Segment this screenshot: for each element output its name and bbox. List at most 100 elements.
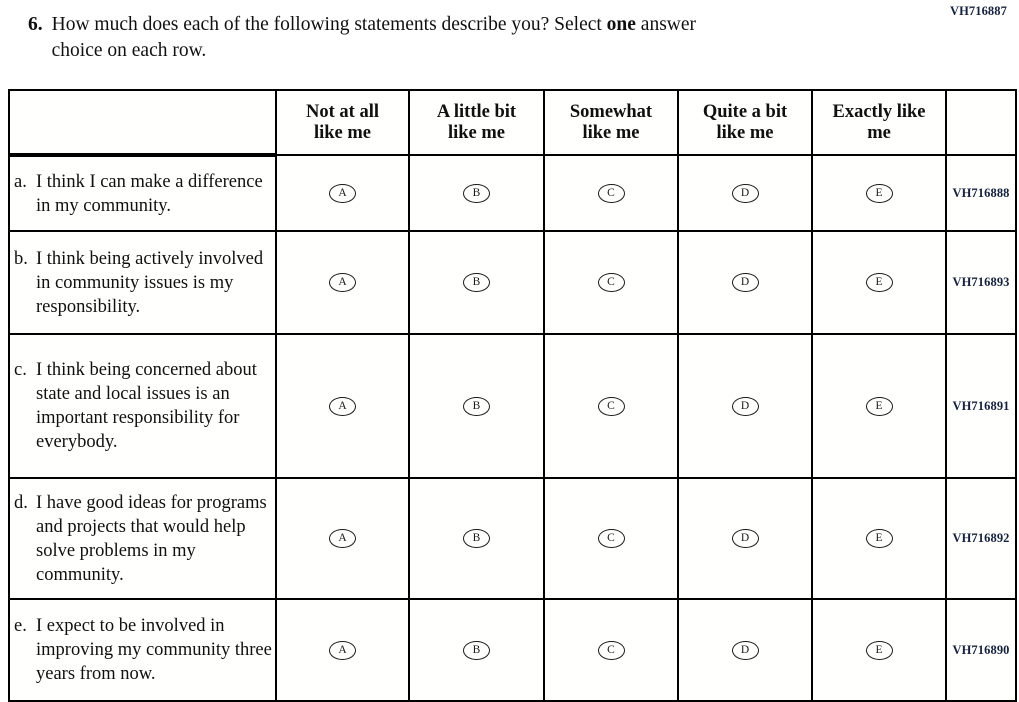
answer-option-a[interactable]: A xyxy=(275,598,410,702)
bubble-c-icon[interactable]: C xyxy=(597,640,625,660)
header-line-1: Exactly like xyxy=(832,101,926,122)
header-line-2: like me xyxy=(582,122,640,143)
header-line-1: A little bit xyxy=(436,101,517,122)
page-identifier: VH716887 xyxy=(949,4,1007,18)
bubble-c-icon[interactable]: C xyxy=(597,273,625,292)
answer-option-d[interactable]: D xyxy=(677,154,813,232)
statement-cell: d. I have good ideas for programs and pr… xyxy=(8,477,277,600)
bubble-c-icon[interactable]: C xyxy=(597,183,625,203)
table-row: c. I think being concerned about state a… xyxy=(8,333,1017,479)
answer-option-b[interactable]: B xyxy=(408,477,545,600)
statement-cell: e. I expect to be involved in improving … xyxy=(8,598,277,702)
header-line-1: Not at all xyxy=(306,101,379,122)
answer-option-c[interactable]: C xyxy=(543,230,679,335)
answer-matrix: Not at all like me A little bit like me … xyxy=(8,89,1017,702)
bubble-d-icon[interactable]: D xyxy=(731,273,759,292)
bubble-b-icon[interactable]: B xyxy=(463,396,490,416)
item-id: VH716891 xyxy=(945,333,1017,479)
matrix-header-row: Not at all like me A little bit like me … xyxy=(8,89,1017,157)
item-id: VH716893 xyxy=(945,230,1017,335)
bubble-b-icon[interactable]: B xyxy=(463,183,490,203)
answer-option-e[interactable]: E xyxy=(811,154,947,232)
table-row: d. I have good ideas for programs and pr… xyxy=(8,477,1017,600)
matrix-header: Not at all like me A little bit like me … xyxy=(8,89,1017,157)
header-line-2: like me xyxy=(716,122,774,143)
answer-option-a[interactable]: A xyxy=(275,230,410,335)
answer-option-b[interactable]: B xyxy=(408,333,545,479)
statement-cell: b. I think being actively involved in co… xyxy=(8,230,277,335)
bubble-a-icon[interactable]: A xyxy=(329,396,356,416)
statement-letter: b. xyxy=(14,248,28,269)
header-line-2: me xyxy=(867,122,891,143)
bubble-b-icon[interactable]: B xyxy=(463,273,490,292)
answer-option-a[interactable]: A xyxy=(275,333,410,479)
item-id: VH716888 xyxy=(945,154,1017,232)
statement-letter: c. xyxy=(14,360,27,380)
header-line-1: Somewhat xyxy=(569,101,653,122)
statement-text: I have good ideas for programs and proje… xyxy=(36,492,267,585)
column-header-item-id xyxy=(945,89,1017,156)
bubble-a-icon[interactable]: A xyxy=(329,183,356,203)
statement-letter: a. xyxy=(14,171,27,192)
item-id: VH716892 xyxy=(945,477,1017,600)
answer-option-a[interactable]: A xyxy=(275,154,410,232)
question-text-part2: answer xyxy=(635,14,697,35)
bubble-e-icon[interactable]: E xyxy=(865,396,893,416)
question-text-part1: How much does each of the following stat… xyxy=(51,14,607,35)
bubble-e-icon[interactable]: E xyxy=(865,183,893,203)
bubble-a-icon[interactable]: A xyxy=(329,640,356,660)
statement-text: I think being actively involved in commu… xyxy=(36,248,264,317)
answer-option-d[interactable]: D xyxy=(677,598,813,702)
answer-option-d[interactable]: D xyxy=(677,230,813,335)
answer-option-b[interactable]: B xyxy=(408,230,545,335)
answer-option-e[interactable]: E xyxy=(811,477,947,600)
bubble-d-icon[interactable]: D xyxy=(731,183,759,203)
answer-option-d[interactable]: D xyxy=(677,333,813,479)
statement-cell: c. I think being concerned about state a… xyxy=(8,333,277,479)
header-line-2: like me xyxy=(447,122,506,143)
bubble-e-icon[interactable]: E xyxy=(865,640,893,660)
bubble-c-icon[interactable]: C xyxy=(597,396,625,416)
answer-option-c[interactable]: C xyxy=(543,333,679,479)
column-header-exactly-like-me: Exactly like me xyxy=(811,89,947,156)
question-number: 6. xyxy=(28,14,43,35)
header-line-2: like me xyxy=(313,122,372,143)
answer-option-d[interactable]: D xyxy=(677,477,813,600)
column-header-not-at-all-like-me: Not at all like me xyxy=(275,89,410,156)
answer-option-c[interactable]: C xyxy=(543,598,679,702)
question-block: 6. How much does each of the following s… xyxy=(28,12,898,64)
statement-letter: e. xyxy=(14,616,27,636)
question-text: How much does each of the following stat… xyxy=(52,12,898,64)
bubble-d-icon[interactable]: D xyxy=(731,529,759,548)
answer-option-e[interactable]: E xyxy=(811,598,947,702)
answer-matrix-wrapper: Not at all like me A little bit like me … xyxy=(8,89,1017,702)
question-emphasis: one xyxy=(606,14,636,35)
statement-text: I think being concerned about state and … xyxy=(36,360,257,452)
bubble-d-icon[interactable]: D xyxy=(731,640,759,660)
bubble-a-icon[interactable]: A xyxy=(329,273,356,292)
statement-text: I think I can make a difference in my co… xyxy=(36,171,263,216)
statement-letter: d. xyxy=(14,492,28,513)
answer-option-b[interactable]: B xyxy=(408,598,545,702)
bubble-d-icon[interactable]: D xyxy=(731,396,759,416)
bubble-a-icon[interactable]: A xyxy=(329,529,356,548)
table-row: b. I think being actively involved in co… xyxy=(8,230,1017,335)
answer-option-c[interactable]: C xyxy=(543,154,679,232)
question-text-line2: choice on each row. xyxy=(51,40,207,61)
answer-option-e[interactable]: E xyxy=(811,230,947,335)
matrix-body: a. I think I can make a difference in my… xyxy=(8,154,1017,702)
bubble-e-icon[interactable]: E xyxy=(865,273,893,292)
bubble-e-icon[interactable]: E xyxy=(865,529,893,548)
item-id: VH716890 xyxy=(945,598,1017,702)
column-header-quite-a-bit-like-me: Quite a bit like me xyxy=(677,89,813,156)
answer-option-c[interactable]: C xyxy=(543,477,679,600)
statement-text: I expect to be involved in improving my … xyxy=(36,616,272,684)
answer-option-b[interactable]: B xyxy=(408,154,545,232)
answer-option-a[interactable]: A xyxy=(275,477,410,600)
table-row: e. I expect to be involved in improving … xyxy=(8,598,1017,702)
bubble-b-icon[interactable]: B xyxy=(463,529,490,548)
answer-option-e[interactable]: E xyxy=(811,333,947,479)
bubble-b-icon[interactable]: B xyxy=(463,640,490,660)
column-header-somewhat-like-me: Somewhat like me xyxy=(543,89,679,156)
bubble-c-icon[interactable]: C xyxy=(597,529,625,548)
